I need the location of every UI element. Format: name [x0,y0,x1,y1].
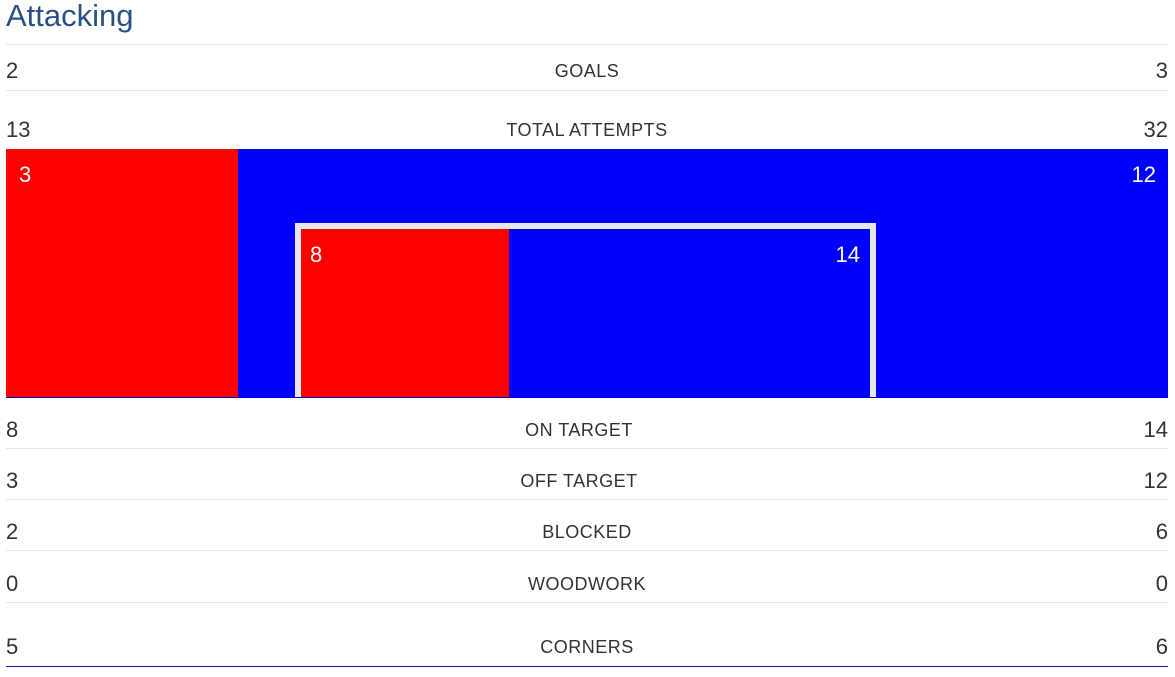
outer-home-value: 3 [19,162,32,187]
divider [6,550,1168,551]
stat-label: WOODWORK [528,574,646,594]
inner-home-value: 8 [310,242,323,267]
stat-label: CORNERS [540,637,634,657]
away-value: 0 [1155,571,1168,596]
stat-label: TOTAL ATTEMPTS [506,120,668,140]
stat-label: BLOCKED [542,522,632,542]
home-value: 2 [6,58,19,83]
inner-away-value: 14 [835,242,860,267]
outer-away-value: 12 [1131,162,1156,187]
divider [6,44,1168,45]
away-value: 14 [1143,417,1168,442]
away-value: 32 [1143,117,1168,142]
home-inner-area [301,229,509,397]
divider [6,602,1168,603]
away-value: 6 [1155,634,1168,659]
home-value: 3 [6,468,19,493]
divider [6,448,1168,449]
away-value: 3 [1155,58,1168,83]
goal-frame: 8 14 [295,223,876,397]
home-value: 2 [6,519,19,544]
bottom-divider [6,666,1168,667]
away-value: 6 [1155,519,1168,544]
home-value: 5 [6,634,19,659]
divider [6,499,1168,500]
goal-attempts-graphic: 3 12 8 14 [6,149,1168,398]
stat-label: ON TARGET [525,420,633,440]
stat-label: GOALS [554,61,620,81]
home-outer-area [6,149,238,397]
home-value: 8 [6,417,19,442]
home-value: 13 [6,117,31,142]
stat-label: OFF TARGET [520,471,638,491]
away-value: 12 [1143,468,1168,493]
section-title: Attacking [6,0,134,33]
divider [6,90,1168,91]
home-value: 0 [6,571,19,596]
